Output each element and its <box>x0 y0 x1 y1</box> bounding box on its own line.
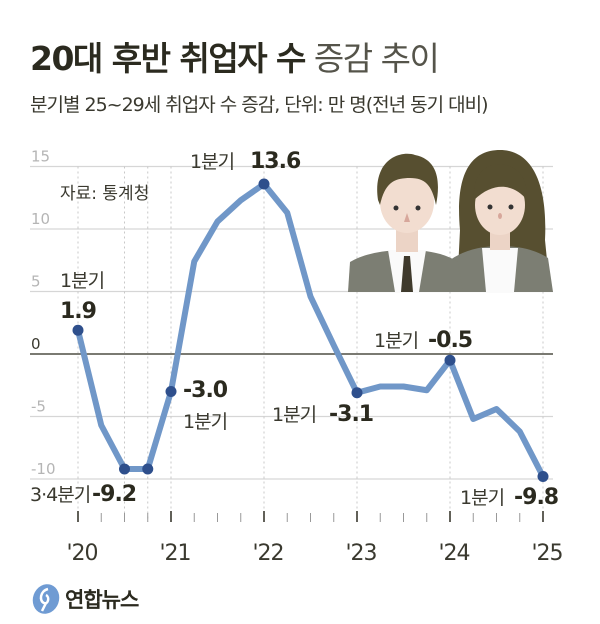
people-illustration <box>348 150 553 292</box>
x-tick-label: '23 <box>345 541 376 566</box>
annotation-value: -9.2 <box>92 482 136 507</box>
annotation-value: 1.9 <box>60 299 96 324</box>
y-tick-label: -10 <box>31 460 56 478</box>
annotation-period: 1분기 <box>190 151 234 173</box>
annotation-period: 1분기 <box>460 487 504 509</box>
yonhap-logo-icon <box>32 584 60 614</box>
annotation-period: 3·4분기 <box>30 484 90 506</box>
data-point-marker <box>165 386 177 397</box>
x-tick-label: '22 <box>252 541 283 566</box>
x-tick-label: '24 <box>438 541 469 566</box>
annotation-value: -9.8 <box>514 485 558 510</box>
chart-subtitle: 분기별 25~29세 취업자 수 증감, 단위: 만 명(전년 동기 대비) <box>30 94 488 116</box>
y-tick-label: 10 <box>31 210 50 228</box>
y-tick-label: 15 <box>31 148 50 166</box>
annotation-value: 13.6 <box>250 149 301 174</box>
chart-title: 20대 후반 취업자 수 증감 추이 <box>30 32 440 80</box>
annotation-period: 1분기 <box>272 404 316 426</box>
annotation-period: 1분기 <box>183 411 227 433</box>
annotation-value: -3.1 <box>329 402 373 427</box>
y-tick-label: 0 <box>31 335 41 353</box>
annotation-period: 1분기 <box>60 270 104 292</box>
data-point-marker <box>72 324 84 336</box>
data-point-marker <box>119 463 130 475</box>
yonhap-logo: 연합뉴스 <box>30 583 139 615</box>
data-point-marker <box>537 471 549 482</box>
series-line <box>75 181 546 480</box>
logo-text: 연합뉴스 <box>65 588 139 612</box>
x-tick-label: '20 <box>66 541 97 566</box>
y-tick-label: 5 <box>31 273 41 291</box>
annotation-value: -3.0 <box>183 378 228 403</box>
title-light: 증감 추이 <box>313 39 440 78</box>
data-point-marker <box>444 354 456 366</box>
y-tick-label: -5 <box>31 398 46 416</box>
data-point-marker <box>142 463 154 475</box>
annotation-value: -0.5 <box>428 328 472 353</box>
data-point-marker <box>351 387 363 399</box>
title-bold: 20대 후반 취업자 수 <box>30 39 306 78</box>
x-tick-label: '25 <box>531 541 562 566</box>
x-tick-label: '21 <box>159 541 190 566</box>
data-point-marker <box>258 178 270 190</box>
source-label: 자료: 통계청 <box>60 184 149 204</box>
annotation-period: 1분기 <box>374 330 418 352</box>
